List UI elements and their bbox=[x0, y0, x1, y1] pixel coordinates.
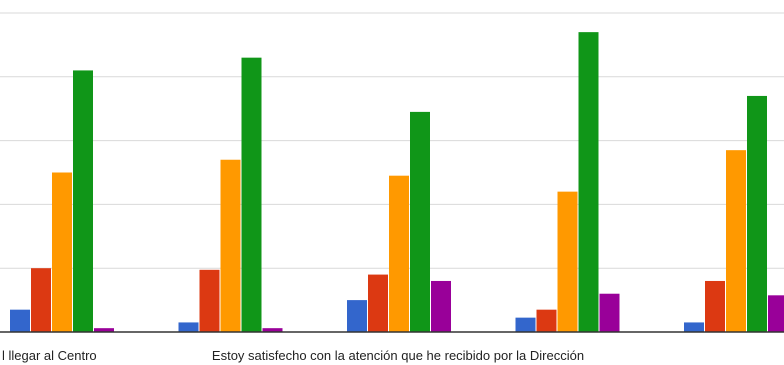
bar-cat1-series1 bbox=[199, 269, 220, 332]
bar-cat0-series2 bbox=[52, 172, 72, 332]
bar-cat0-series0 bbox=[10, 309, 30, 332]
bar-cat2-series1 bbox=[368, 274, 388, 332]
gridlines bbox=[0, 12, 784, 269]
bar-cat0-series4 bbox=[94, 328, 114, 332]
bar-cat0-series3 bbox=[73, 70, 93, 333]
bar-cat1-series0 bbox=[178, 322, 199, 332]
bar-cat4-series4 bbox=[768, 295, 784, 332]
bar-cat1-series2 bbox=[220, 159, 241, 332]
bar-cat3-series4 bbox=[599, 293, 620, 332]
bar-cat2-series4 bbox=[431, 280, 451, 332]
bar-cat3-series0 bbox=[515, 317, 536, 332]
bar-cat2-series2 bbox=[389, 175, 409, 332]
bar-cat4-series0 bbox=[684, 322, 704, 332]
bar-cat2-series3 bbox=[410, 111, 430, 332]
bar-cat3-series3 bbox=[578, 32, 599, 332]
bar-cat3-series2 bbox=[557, 191, 578, 332]
bar-cat4-series3 bbox=[747, 95, 767, 332]
category-labels: l llegar al Centro Estoy satisfecho con … bbox=[2, 348, 584, 363]
bar-cat4-series1 bbox=[705, 280, 725, 332]
bar-cat2-series0 bbox=[347, 300, 367, 332]
bar-cat0-series1 bbox=[31, 268, 51, 332]
bar-cat4-series2 bbox=[726, 150, 746, 332]
bar-cat1-series3 bbox=[241, 57, 262, 332]
bars bbox=[10, 32, 784, 333]
category-label-2: Estoy satisfecho con la atención que he … bbox=[212, 348, 584, 363]
bar-cat1-series4 bbox=[262, 328, 283, 332]
category-label-0: l llegar al Centro bbox=[2, 348, 97, 363]
bar-cat3-series1 bbox=[536, 309, 557, 332]
